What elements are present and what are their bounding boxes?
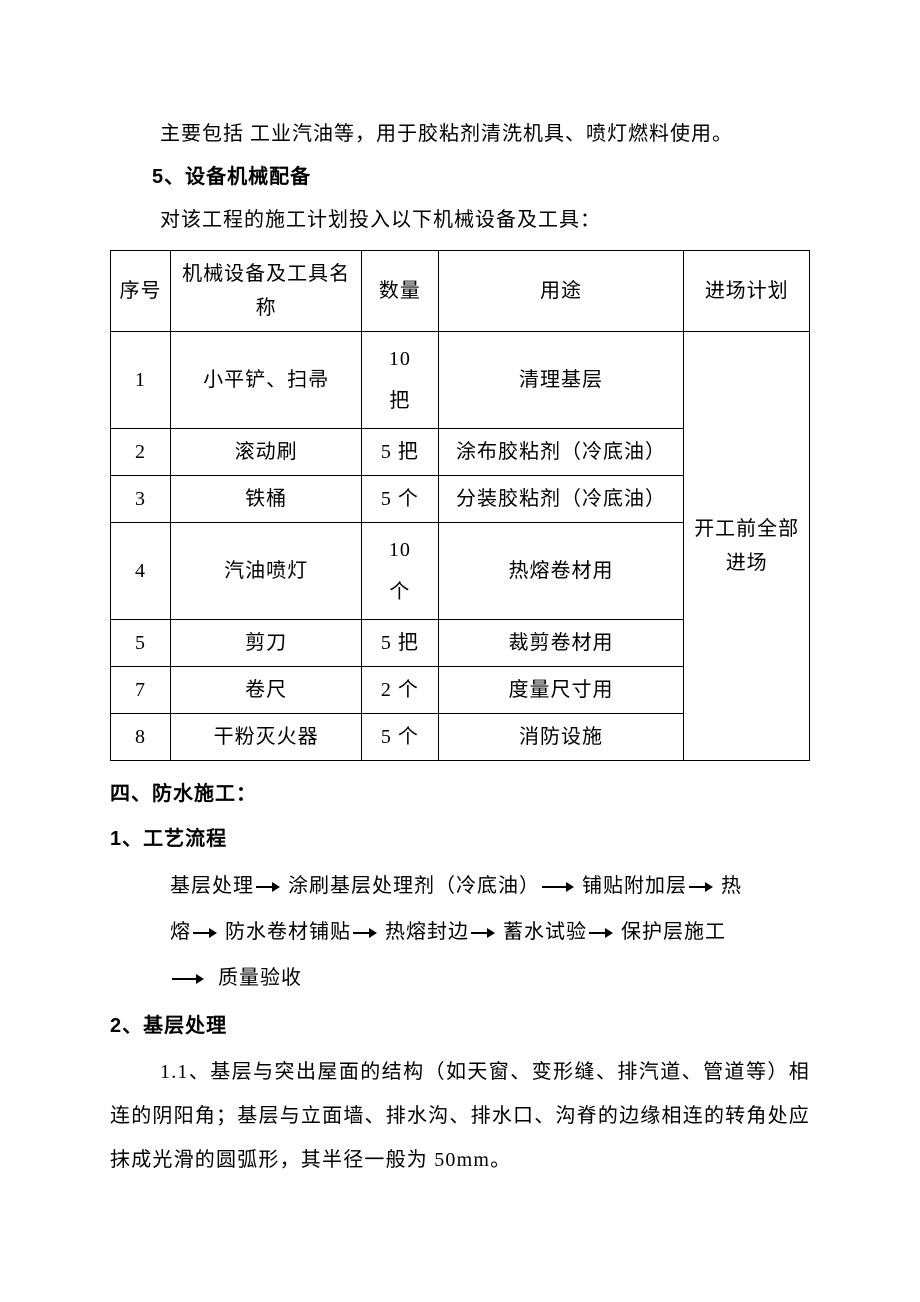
arrow-icon [353,928,377,938]
cell-name: 铁桶 [171,476,362,523]
equipment-table: 序号 机械设备及工具名称 数量 用途 进场计划 1 小平铲、扫帚 10把 清理基… [110,250,810,761]
cell-use: 消防设施 [438,714,684,761]
cell-seq: 3 [111,476,171,523]
cell-qty: 5 个 [362,714,438,761]
heading-5: 5、设备机械配备 [110,158,810,197]
section-4-title: 四、防水施工： [110,775,810,814]
cell-name: 汽油喷灯 [171,523,362,620]
intro-2: 对该工程的施工计划投入以下机械设备及工具： [110,201,810,240]
cell-use: 度量尺寸用 [438,667,684,714]
arrow-icon [256,882,280,892]
cell-name: 小平铲、扫帚 [171,332,362,429]
col-name: 机械设备及工具名称 [171,251,362,332]
table-header-row: 序号 机械设备及工具名称 数量 用途 进场计划 [111,251,810,332]
flow-step: 基层处理 [170,875,254,897]
cell-qty: 2 个 [362,667,438,714]
flow-step: 涂刷基层处理剂（冷底油） [288,875,540,897]
flow-step: 蓄水试验 [503,921,587,943]
cell-use: 涂布胶粘剂（冷底油） [438,429,684,476]
flow-step: 保护层施工 [621,921,726,943]
cell-name: 卷尺 [171,667,362,714]
table-row: 1 小平铲、扫帚 10把 清理基层 开工前全部进场 [111,332,810,429]
cell-use: 裁剪卷材用 [438,620,684,667]
cell-qty: 5 个 [362,476,438,523]
cell-use: 热熔卷材用 [438,523,684,620]
cell-seq: 4 [111,523,171,620]
arrow-icon [471,928,495,938]
cell-seq: 1 [111,332,171,429]
cell-seq: 8 [111,714,171,761]
flow-step: 防水卷材铺贴 [225,921,351,943]
cell-use: 分装胶粘剂（冷底油） [438,476,684,523]
flow-step: 铺贴附加层 [582,875,687,897]
flow-step: 质量验收 [218,967,302,989]
col-plan: 进场计划 [684,251,810,332]
cell-qty: 5 把 [362,429,438,476]
cell-seq: 2 [111,429,171,476]
arrow-icon [542,882,574,892]
cell-qty: 5 把 [362,620,438,667]
section-4-2: 2、基层处理 [110,1007,810,1046]
cell-use: 清理基层 [438,332,684,429]
cell-qty: 10把 [362,332,438,429]
cell-plan-merged: 开工前全部进场 [684,332,810,761]
section-4-1: 1、工艺流程 [110,820,810,859]
flow-step: 热熔封边 [385,921,469,943]
col-use: 用途 [438,251,684,332]
section-4-2-body: 1.1、基层与突出屋面的结构（如天窗、变形缝、排汽道、管道等）相连的阴阳角；基层… [110,1050,810,1182]
flow-step: 热 [721,875,742,897]
process-flow: 基层处理 涂刷基层处理剂（冷底油） 铺贴附加层 热 熔 防水卷材铺贴 热熔封边 … [170,863,810,1001]
flow-step: 熔 [170,921,191,943]
arrow-icon [172,974,204,984]
arrow-icon [589,928,613,938]
arrow-icon [689,882,713,892]
cell-name: 滚动刷 [171,429,362,476]
cell-seq: 7 [111,667,171,714]
intro-paragraph: 主要包括 工业汽油等，用于胶粘剂清洗机具、喷灯燃料使用。 [110,115,810,154]
cell-qty: 10个 [362,523,438,620]
cell-name: 剪刀 [171,620,362,667]
arrow-icon [193,928,217,938]
cell-seq: 5 [111,620,171,667]
col-qty: 数量 [362,251,438,332]
cell-name: 干粉灭火器 [171,714,362,761]
col-seq: 序号 [111,251,171,332]
